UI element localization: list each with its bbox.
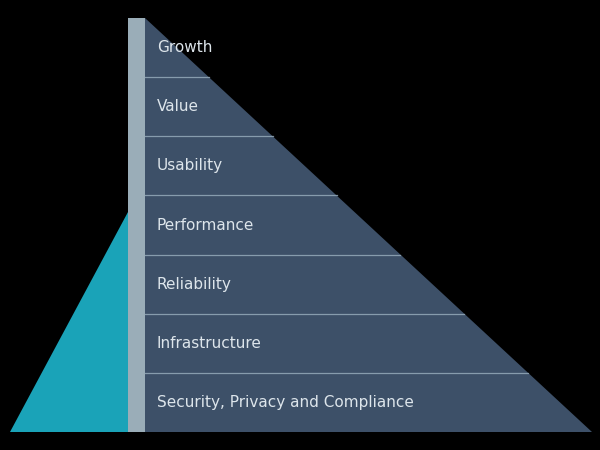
Polygon shape [10,212,128,432]
Polygon shape [145,18,592,432]
Text: Performance: Performance [157,217,254,233]
Text: Value: Value [157,99,199,114]
Bar [128,18,145,432]
Text: Security, Privacy and Compliance: Security, Privacy and Compliance [157,395,414,410]
Text: Reliability: Reliability [157,277,232,292]
Text: Growth: Growth [157,40,212,55]
Text: Infrastructure: Infrastructure [157,336,262,351]
Text: Usability: Usability [157,158,223,173]
